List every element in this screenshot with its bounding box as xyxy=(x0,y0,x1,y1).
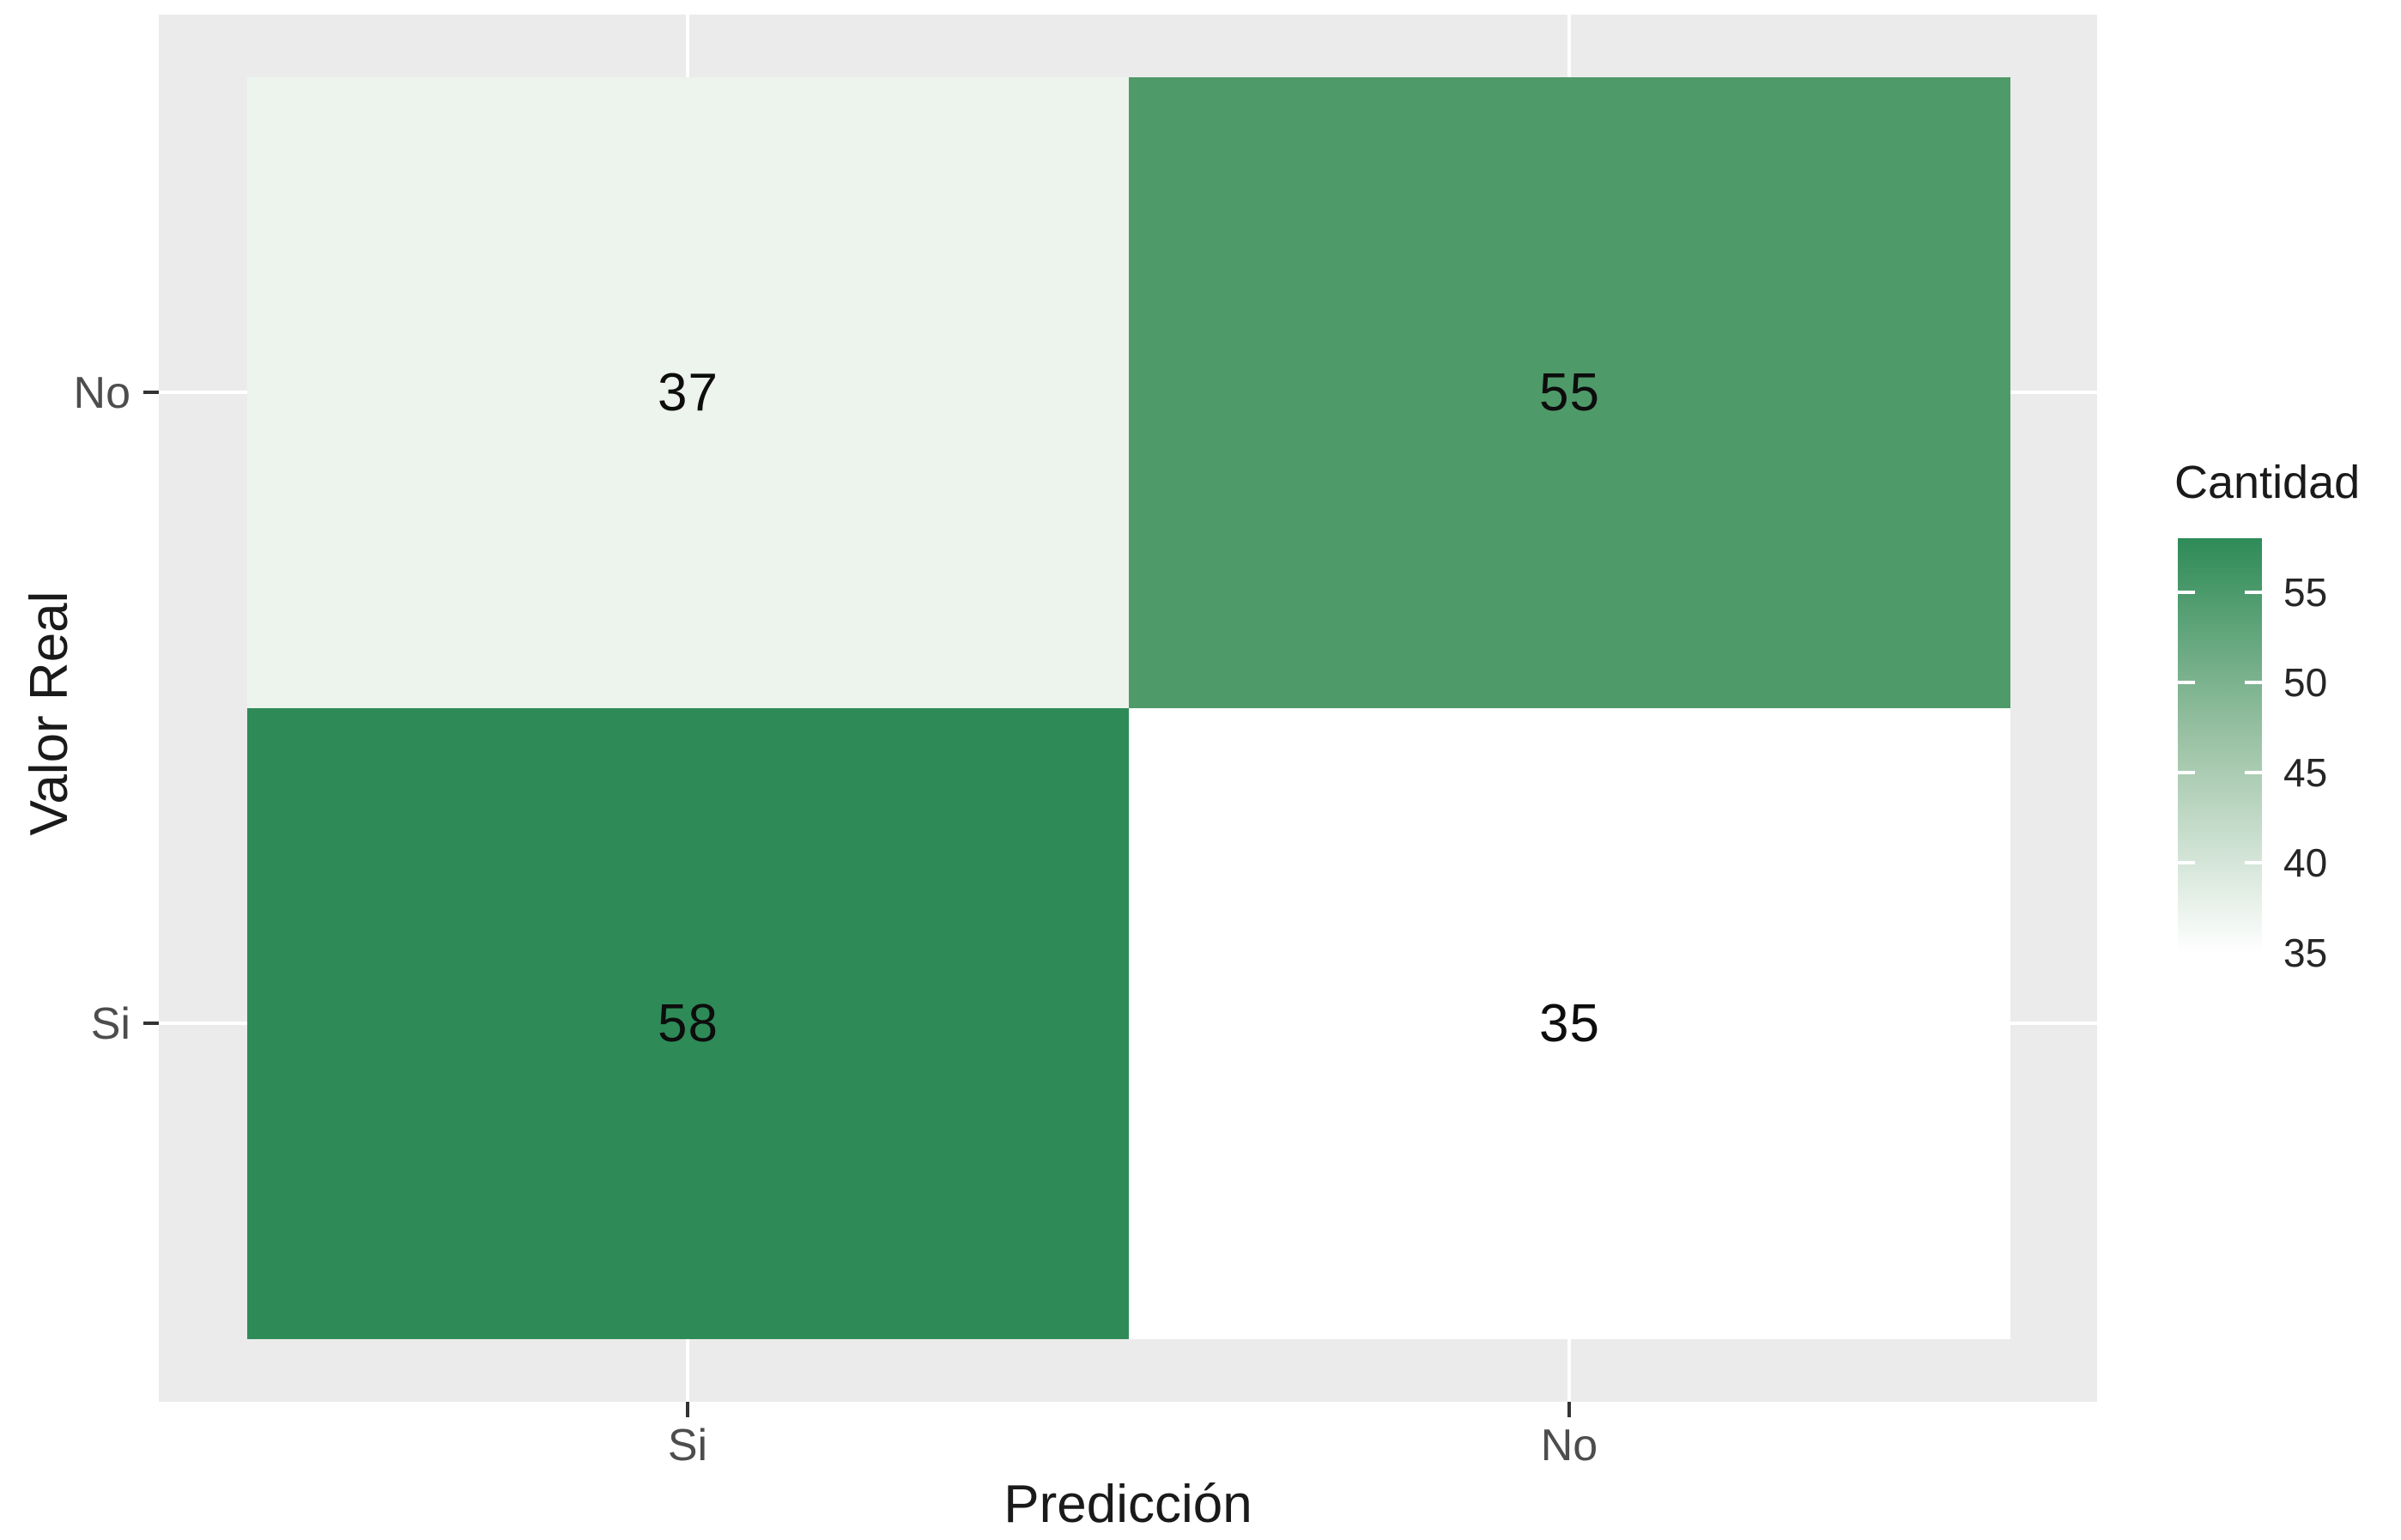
legend-tick-label: 55 xyxy=(2283,570,2328,615)
legend-tick-label: 35 xyxy=(2283,931,2328,975)
heatmap-cell-real-si-pred-si: 58 xyxy=(247,708,1129,1339)
plot-panel: 37 55 58 35 xyxy=(159,15,2097,1402)
cell-value: 55 xyxy=(1539,363,1600,422)
x-tick-label: Si xyxy=(667,1421,708,1470)
colorbar-tick-mark xyxy=(2245,681,2262,684)
legend-title: Cantidad xyxy=(2174,457,2361,508)
y-axis-tick-mark xyxy=(143,1022,159,1025)
cell-value: 58 xyxy=(658,994,718,1053)
colorbar-tick-mark xyxy=(2245,771,2262,774)
cell-value: 37 xyxy=(658,363,718,422)
legend-colorbar-gradient xyxy=(2178,538,2262,953)
y-tick-label: Si xyxy=(90,999,130,1049)
colorbar-tick-mark xyxy=(2245,591,2262,594)
y-tick-label: No xyxy=(73,368,130,418)
cell-value: 35 xyxy=(1539,994,1600,1053)
heatmap-cell-real-no-pred-si: 37 xyxy=(247,77,1129,708)
y-axis-tick-mark xyxy=(143,391,159,394)
colorbar-tick-mark xyxy=(2245,861,2262,864)
legend-tick-label: 50 xyxy=(2283,660,2328,705)
colorbar-tick-mark xyxy=(2178,591,2195,594)
colorbar-tick-mark xyxy=(2178,861,2195,864)
x-axis-title: Predicción xyxy=(1003,1475,1252,1534)
x-axis-tick-mark xyxy=(1567,1402,1571,1417)
heatmap-tiles: 37 55 58 35 xyxy=(247,77,2010,1339)
y-axis-title: Valor Real xyxy=(20,591,79,836)
colorbar-tick-mark xyxy=(2178,771,2195,774)
legend-tick-label: 45 xyxy=(2283,750,2328,795)
x-tick-label: No xyxy=(1540,1421,1598,1470)
colorbar-tick-mark xyxy=(2178,681,2195,684)
legend-tick-label: 40 xyxy=(2283,840,2328,885)
x-axis-tick-mark xyxy=(686,1402,689,1417)
heatmap-cell-real-si-pred-no: 35 xyxy=(1129,708,2010,1339)
heatmap-cell-real-no-pred-no: 55 xyxy=(1129,77,2010,708)
